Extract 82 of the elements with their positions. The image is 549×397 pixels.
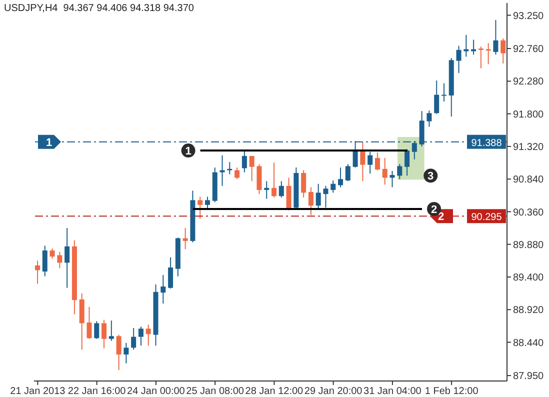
candlestick <box>131 327 136 350</box>
candlestick <box>50 248 55 260</box>
candlestick <box>486 42 491 65</box>
y-tick-label: 90.360 <box>513 207 544 218</box>
annotation: 1 <box>185 146 192 158</box>
candlestick <box>124 342 129 364</box>
candlestick <box>471 39 476 56</box>
y-tick-label: 91.320 <box>513 142 544 153</box>
numbered-circle-icon: 1 <box>181 144 196 158</box>
candlestick <box>345 164 350 182</box>
candlestick <box>108 320 114 342</box>
candlestick <box>94 320 100 340</box>
candlestick <box>286 177 292 211</box>
candlestick <box>42 245 48 277</box>
candlestick <box>64 228 70 288</box>
candlestick <box>102 319 107 349</box>
candlestick <box>168 256 174 290</box>
candlestick <box>278 180 284 198</box>
y-tick-label: 89.880 <box>513 240 544 251</box>
candlestick <box>464 34 469 58</box>
chart-title: USDJPY,H4 94.367 94.406 94.318 94.370 <box>4 3 194 14</box>
candlestick <box>478 46 484 69</box>
y-tick-label: 90.840 <box>513 174 544 186</box>
candlestick <box>493 19 498 56</box>
candlestick <box>360 142 366 182</box>
candlestick <box>368 151 373 174</box>
candlestick <box>249 155 254 182</box>
x-tick-label: 24 Jan 00:00 <box>127 386 186 397</box>
candlestick <box>198 196 203 220</box>
candlestick <box>86 306 92 340</box>
candlestick <box>441 82 446 102</box>
candlestick <box>434 80 440 114</box>
y-tick-label: 93.250 <box>513 10 544 22</box>
x-tick-label: 31 Jan 04:00 <box>364 386 422 397</box>
ref-line-label: 90.295 <box>471 212 502 224</box>
candlestick <box>35 260 40 284</box>
candlestick <box>316 183 321 210</box>
candlestick <box>242 150 247 173</box>
annotation: 2 <box>430 204 438 216</box>
y-tick-label: 92.280 <box>513 76 544 88</box>
candlestick <box>397 164 402 180</box>
candlestick <box>116 334 122 371</box>
candlestick <box>57 251 62 269</box>
candlestick <box>330 180 336 194</box>
candlestick <box>256 164 262 195</box>
x-tick-label: 25 Jan 08:00 <box>186 386 244 397</box>
y-tick-label: 89.400 <box>513 272 544 284</box>
x-tick-label: 28 Jan 12:00 <box>245 386 304 397</box>
candlestick <box>272 162 276 198</box>
y-tick-label: 92.760 <box>513 44 544 56</box>
annotation: 3 <box>428 170 434 183</box>
candlestick <box>234 167 240 180</box>
y-tick-label: 87.950 <box>513 371 544 382</box>
candlestick <box>390 170 395 188</box>
candlestick <box>301 170 306 198</box>
candlestick <box>382 158 388 186</box>
candlestick <box>160 274 166 304</box>
y-tick-label: 88.440 <box>513 338 544 349</box>
candlestick <box>308 186 314 216</box>
candlestick <box>456 45 462 74</box>
candlestick <box>138 326 144 346</box>
candlestick <box>220 154 225 186</box>
y-tick-label: 91.800 <box>513 109 544 120</box>
candlestick <box>374 152 380 171</box>
y-tick-label: 88.920 <box>513 305 544 316</box>
candlestick <box>182 228 188 250</box>
annotation: 1 <box>46 136 52 149</box>
numbered-circle-icon: 3 <box>424 168 438 183</box>
candlestick <box>426 110 432 128</box>
candlestick <box>323 185 328 208</box>
candlestick <box>338 167 344 188</box>
x-tick-label: 22 Jan 16:00 <box>68 386 126 397</box>
ref-line-label: 91.388 <box>471 138 502 149</box>
candlestick <box>204 196 210 210</box>
x-tick-label: 29 Jan 20:00 <box>304 386 363 397</box>
x-tick-label: 1 Feb 12:00 <box>424 386 479 397</box>
candlestick <box>404 148 410 176</box>
candlestick <box>500 38 506 64</box>
candlestick <box>146 324 151 346</box>
candlestick <box>79 292 84 350</box>
x-tick-label: 21 Jan 2013 <box>10 386 66 397</box>
candlestick <box>264 180 270 200</box>
